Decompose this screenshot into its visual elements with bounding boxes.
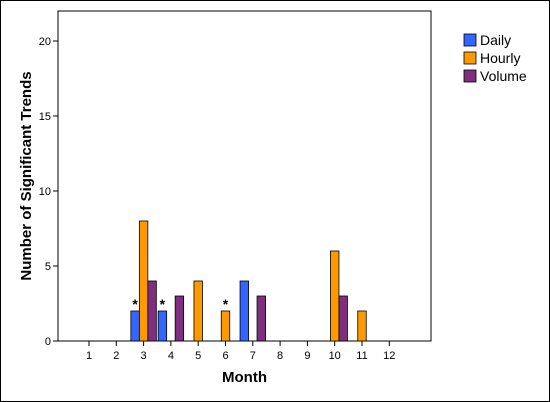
x-tick-label: 2 xyxy=(113,350,119,362)
bar-hourly-3 xyxy=(138,220,149,342)
x-tick-label: 10 xyxy=(329,350,341,362)
bar-daily-3 xyxy=(130,310,140,342)
y-tick-label: 15 xyxy=(39,111,51,123)
legend-swatch-volume xyxy=(463,69,477,83)
legend-label-volume: Volume xyxy=(480,68,527,84)
significance-marker: * xyxy=(160,296,166,312)
bar-volume-10 xyxy=(338,295,348,342)
legend-swatch-hourly xyxy=(463,51,477,65)
legend: Daily Hourly Volume xyxy=(463,32,527,84)
x-tick-label: 8 xyxy=(277,350,283,362)
x-tick-label: 12 xyxy=(383,350,395,362)
x-tick-label: 6 xyxy=(222,350,228,362)
x-tick-label: 7 xyxy=(250,350,256,362)
bar-daily-4 xyxy=(157,310,168,342)
y-tick-label: 0 xyxy=(45,336,51,348)
bar-hourly-5 xyxy=(193,280,203,342)
x-tick-label: 1 xyxy=(86,350,92,362)
bar-hourly-10 xyxy=(330,250,340,342)
y-axis-ticks: 0 5 10 15 20 xyxy=(39,36,58,348)
y-axis-title: Number of Significant Trends xyxy=(18,71,35,280)
annotations: * * * xyxy=(132,296,228,312)
y-tick-label: 5 xyxy=(45,261,51,273)
bar-daily-7 xyxy=(239,280,249,342)
bar-volume-4 xyxy=(174,295,185,342)
y-tick-label: 20 xyxy=(39,36,51,48)
x-axis-title: Month xyxy=(222,369,267,386)
legend-label-daily: Daily xyxy=(480,32,511,48)
significance-marker: * xyxy=(132,296,138,312)
legend-swatch-daily xyxy=(463,33,477,47)
legend-label-hourly: Hourly xyxy=(480,50,520,66)
x-tick-label: 11 xyxy=(356,350,367,362)
x-tick-label: 5 xyxy=(195,350,201,362)
x-tick-label: 3 xyxy=(141,350,147,362)
bar-hourly-6 xyxy=(220,310,231,342)
x-tick-label: 9 xyxy=(304,350,310,362)
bar-volume-7 xyxy=(256,295,266,342)
bar-volume-3 xyxy=(147,280,157,342)
x-tick-label: 4 xyxy=(168,350,174,362)
bar-hourly-11 xyxy=(357,310,367,342)
y-tick-label: 10 xyxy=(39,186,51,198)
significance-marker: * xyxy=(223,296,229,312)
x-axis-ticks: 1 2 3 4 5 6 7 8 9 10 11 12 xyxy=(86,341,395,362)
